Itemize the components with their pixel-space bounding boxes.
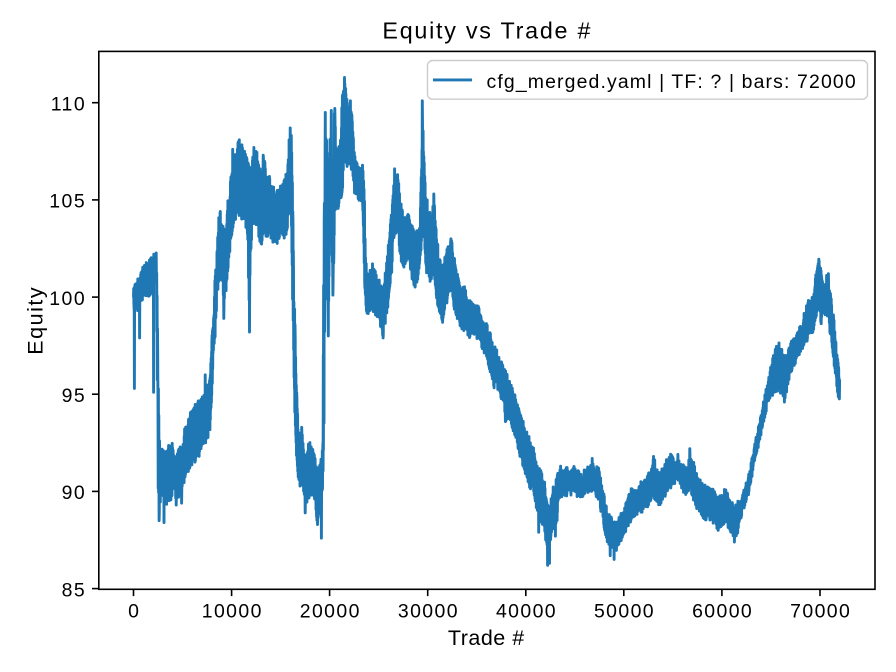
svg-text:0: 0 bbox=[128, 601, 140, 623]
svg-text:110: 110 bbox=[51, 94, 87, 116]
svg-text:Equity: Equity bbox=[24, 286, 48, 355]
svg-text:60000: 60000 bbox=[692, 601, 753, 623]
svg-text:20000: 20000 bbox=[300, 601, 361, 623]
svg-text:90: 90 bbox=[62, 482, 87, 504]
svg-text:Equity vs Trade #: Equity vs Trade # bbox=[382, 17, 592, 43]
svg-text:100: 100 bbox=[49, 288, 86, 310]
svg-text:Trade #: Trade # bbox=[448, 626, 525, 650]
svg-text:50000: 50000 bbox=[594, 601, 655, 623]
svg-text:105: 105 bbox=[49, 191, 86, 213]
svg-text:40000: 40000 bbox=[496, 601, 557, 623]
svg-text:70000: 70000 bbox=[790, 601, 851, 623]
svg-text:30000: 30000 bbox=[398, 601, 459, 623]
svg-text:85: 85 bbox=[62, 579, 87, 601]
svg-text:95: 95 bbox=[62, 385, 87, 407]
svg-text:10000: 10000 bbox=[202, 601, 263, 623]
svg-text:cfg_merged.yaml | TF: ? | bars: cfg_merged.yaml | TF: ? | bars: 72000 bbox=[487, 71, 857, 93]
